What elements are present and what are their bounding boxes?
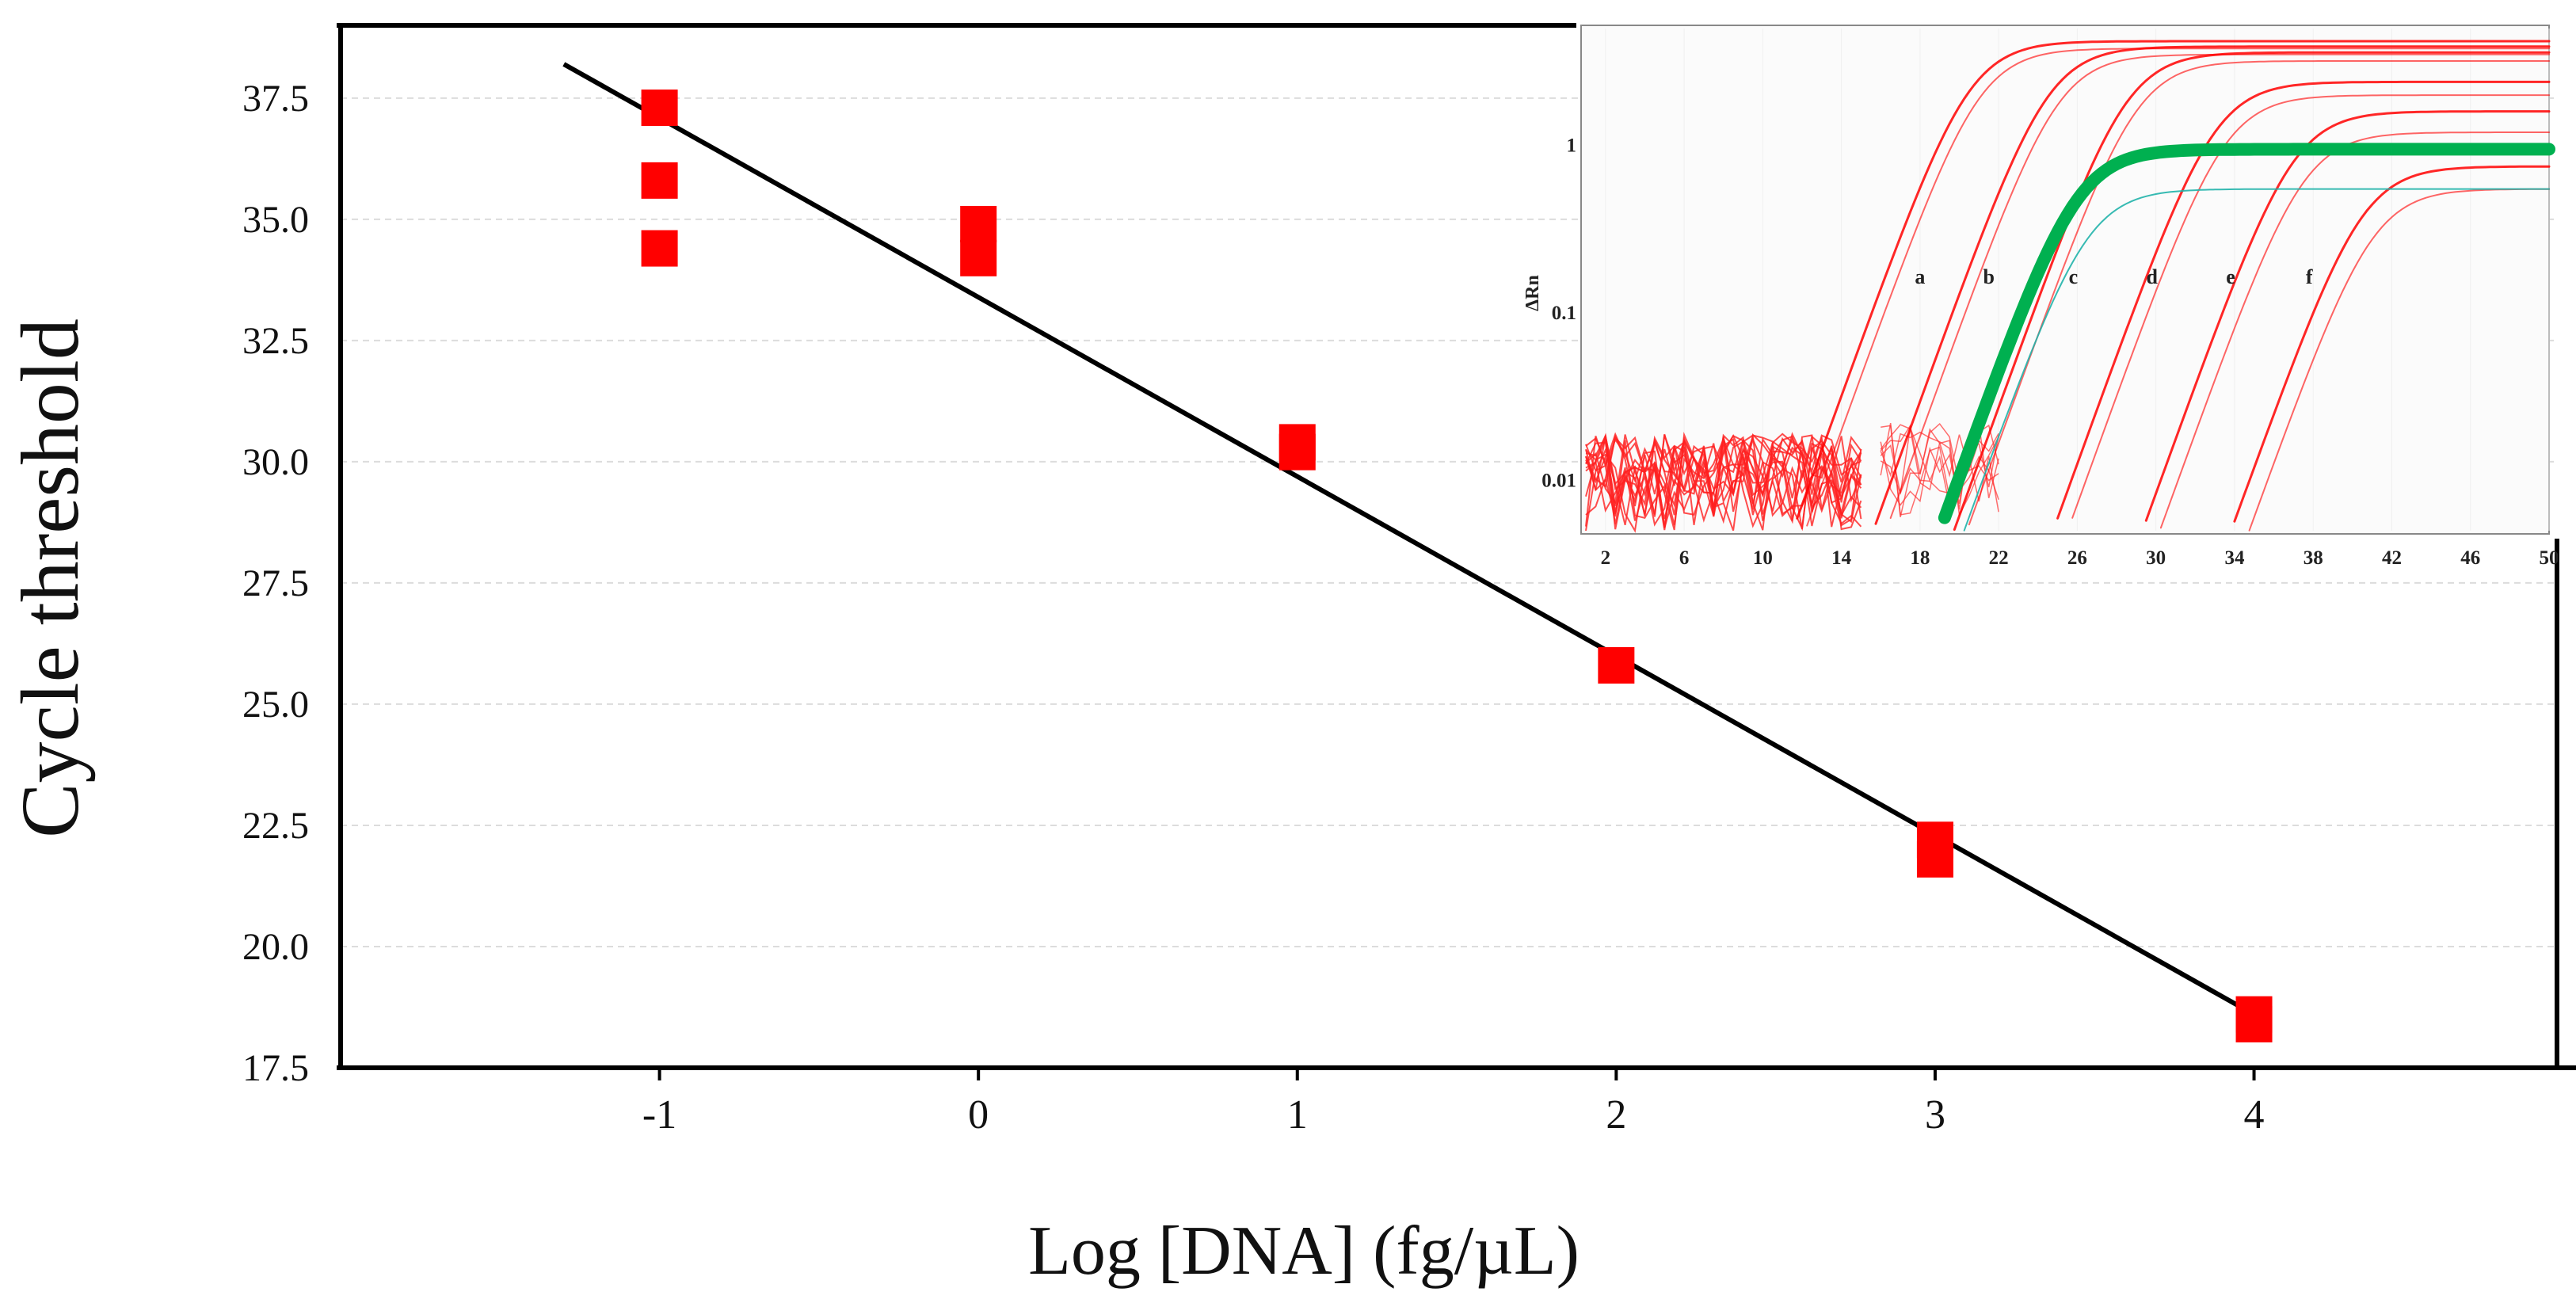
inset-curve-label: a [1915, 265, 1925, 288]
inset-curve-d [2056, 80, 2551, 520]
inset-x-tick-label: 14 [1831, 547, 1852, 569]
data-point-marker [1598, 646, 1635, 684]
inset-x-tick-label: 42 [2382, 547, 2402, 569]
x-tick-label: 2 [1606, 1092, 1626, 1137]
main-x-tick-labels: -1 0 1 2 3 4 [642, 1068, 2265, 1137]
inset-curve-threshold-control [1938, 143, 2555, 524]
inset-curves [1796, 40, 2555, 532]
x-tick-label: -1 [642, 1092, 676, 1137]
inset-noise-trace [1880, 425, 1999, 507]
data-point-marker [2235, 1005, 2273, 1042]
x-tick-label: 0 [968, 1092, 989, 1137]
data-point-marker [960, 205, 997, 242]
inset-x-tick-label: 46 [2460, 547, 2480, 569]
inset-curve-c [1953, 51, 2551, 532]
x-axis-label: Log [DNA] (fg/µL) [1028, 1213, 1580, 1290]
inset-curve-labels: a b c d e f [1915, 265, 2313, 288]
x-tick-label: 1 [1287, 1092, 1308, 1137]
inset-curve-a2 [1806, 48, 2550, 527]
y-tick-label: 25.0 [242, 684, 309, 726]
inset-curve-f [2233, 165, 2551, 523]
main-axes [337, 23, 2576, 1070]
inset-y-tick-label: 0.1 [1552, 303, 1576, 324]
inset-curve-label: b [1983, 265, 1995, 288]
y-tick-label: 17.5 [242, 1047, 309, 1089]
inset-x-tick-label: 22 [1989, 547, 2009, 569]
inset-y-axis-label: ΔRn [1522, 275, 1543, 311]
inset-curve-label: c [2069, 265, 2079, 288]
inset-curve-label: f [2306, 265, 2313, 288]
inset-curve-a [1796, 40, 2551, 520]
main-plot-area [562, 62, 2273, 1042]
inset-curve-e [2144, 110, 2551, 522]
y-axis-label: Cycle threshold [5, 318, 96, 838]
main-y-tick-labels: 17.5 20.0 22.5 25.0 27.5 30.0 32.5 35.0 37.5 [242, 78, 309, 1089]
data-point-marker [641, 230, 678, 267]
x-tick-label: 3 [1925, 1092, 1945, 1137]
inset-x-tick-label: 50 [2540, 547, 2559, 569]
x-tick-label: 4 [2244, 1092, 2265, 1137]
inset-baseline-noise [1585, 421, 1999, 533]
inset-noise-trace [1585, 435, 1862, 532]
y-tick-label: 30.0 [242, 441, 309, 483]
inset-noise-trace [1585, 432, 1862, 532]
y-tick-label: 35.0 [242, 199, 309, 241]
data-point-marker [1916, 840, 1953, 878]
inset-y-tick-labels: 0.01 0.1 1 [1541, 135, 1576, 492]
inset-x-tick-label: 18 [1910, 547, 1930, 569]
y-tick-label: 27.5 [242, 562, 309, 604]
inset-noise-trace [1585, 433, 1862, 532]
data-point-marker [641, 162, 678, 199]
inset-x-tick-label: 6 [1679, 547, 1690, 569]
y-tick-label: 37.5 [242, 78, 309, 120]
inset-x-tick-label: 2 [1601, 547, 1611, 569]
inset-x-tick-label: 34 [2224, 547, 2245, 569]
inset-curve-e2 [2159, 131, 2550, 529]
inset-y-tick-label: 1 [1567, 135, 1577, 157]
inset-noise-trace [1585, 432, 1862, 533]
inset-x-tick-label: 30 [2146, 547, 2166, 569]
inset-curve-label: d [2146, 265, 2158, 288]
inset-x-tick-labels: 2 6 10 14 18 22 26 30 34 38 42 46 50 [1601, 547, 2559, 569]
inset-curve-d2 [2071, 94, 2550, 519]
inset-y-tick-label: 0.01 [1541, 470, 1576, 491]
inset-noise-trace [1880, 424, 1999, 491]
inset-curve-b [1874, 45, 2551, 525]
data-point-marker [641, 90, 678, 127]
inset-x-tick-label: 10 [1753, 547, 1773, 569]
inset-curve-label: e [2226, 265, 2235, 288]
inset-curve-control-thin [1963, 188, 2550, 532]
data-point-marker [1278, 433, 1316, 471]
inset-x-tick-label: 26 [2067, 547, 2087, 569]
data-point-marker [960, 239, 997, 276]
y-tick-label: 22.5 [242, 805, 309, 847]
inset-x-tick-label: 38 [2304, 547, 2323, 569]
y-tick-label: 32.5 [242, 320, 309, 362]
regression-line [562, 62, 2256, 1017]
inset-noise-trace [1585, 433, 1862, 527]
inset-curve-c2 [1968, 60, 2550, 526]
y-tick-label: 20.0 [242, 926, 309, 968]
